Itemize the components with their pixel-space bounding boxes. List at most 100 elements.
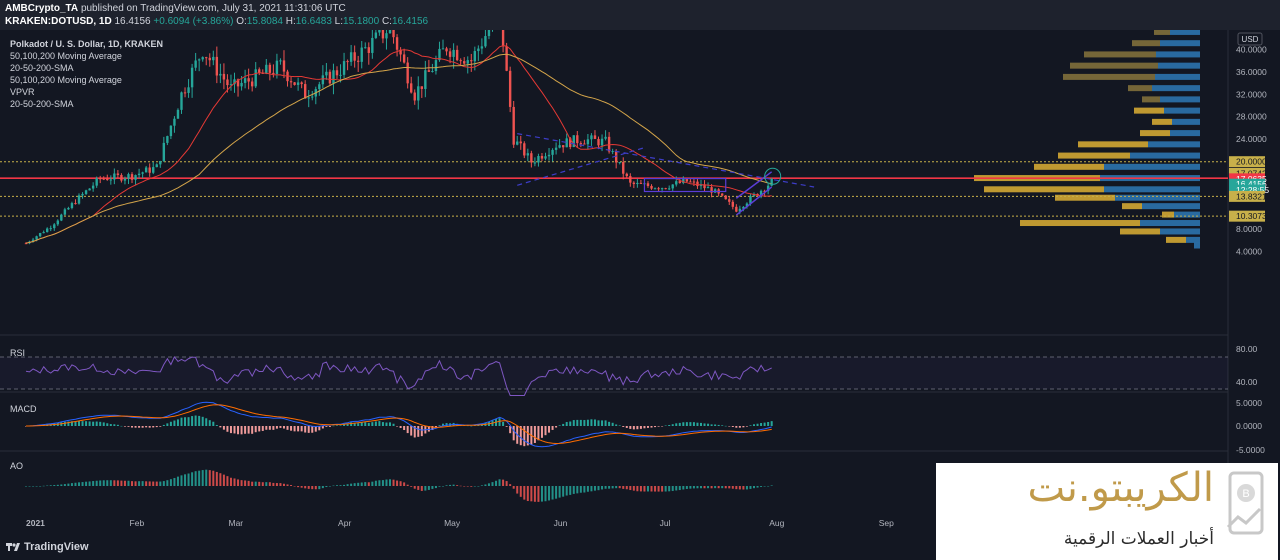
candle-body (102, 178, 105, 180)
legend-ma-1[interactable]: 50,100,200 Moving Average (10, 51, 122, 61)
candle-body (215, 56, 219, 76)
candle-body (470, 60, 473, 62)
ao-bar (654, 486, 657, 492)
candle-body (342, 61, 346, 75)
macd-histogram-bar (406, 426, 409, 434)
macd-histogram-bar (215, 425, 218, 426)
vpvr-bar-gold (1120, 228, 1160, 235)
ao-bar (689, 486, 692, 489)
macd-histogram-bar (540, 426, 543, 438)
macd-label[interactable]: MACD (10, 404, 37, 414)
candle-body (60, 214, 63, 221)
candle-body (148, 167, 151, 173)
candle-body (452, 49, 455, 57)
candle-body (201, 57, 204, 60)
macd-histogram-bar (123, 426, 126, 427)
ao-bar (657, 486, 660, 492)
macd-histogram-bar (166, 423, 169, 426)
candle-body (537, 155, 540, 163)
ao-bar (208, 470, 211, 486)
ao-bar (753, 486, 756, 489)
ao-bar (618, 486, 621, 489)
candle-body (353, 52, 356, 61)
legend-symbol[interactable]: Polkadot / U. S. Dollar, 1D, KRAKEN (10, 39, 164, 49)
ao-bar (56, 484, 59, 486)
macd-histogram-bar (70, 421, 73, 426)
macd-histogram-bar (233, 426, 236, 434)
ao-bar (162, 481, 165, 486)
macd-histogram-bar (229, 426, 232, 434)
candle-body (74, 203, 77, 205)
ao-bar (201, 470, 204, 486)
candle-body (53, 224, 56, 229)
author-name[interactable]: AMBCrypto_TA (5, 3, 79, 14)
site-watermark: الكريبتو.نت أخبار العملات الرقمية B (936, 463, 1278, 560)
macd-histogram-bar (191, 416, 194, 426)
macd-histogram-bar (194, 415, 197, 426)
candle-body (328, 71, 332, 84)
candle-body (625, 173, 628, 177)
ao-bar (410, 486, 413, 487)
ao-bar (155, 481, 158, 486)
macd-histogram-bar (374, 421, 377, 426)
ao-bar (325, 486, 328, 488)
vpvr-bar-gold (1128, 85, 1152, 92)
signal-line (26, 404, 772, 445)
ao-bar (509, 484, 512, 486)
ao-bar (233, 478, 236, 486)
symbol-line: KRAKEN:DOTUSD, 1D 16.4156 +0.6094 (+3.86… (5, 15, 428, 28)
ao-bar (710, 486, 713, 489)
ao-bar (293, 486, 296, 487)
macd-histogram-bar (427, 426, 430, 432)
macd-histogram-bar (261, 426, 264, 431)
candle-body (169, 125, 173, 137)
candle-body (254, 69, 257, 87)
candle-body (431, 71, 434, 73)
vpvr-bar-gold (1132, 40, 1160, 47)
macd-histogram-bar (760, 423, 763, 426)
candle-body (272, 72, 275, 74)
candle-body (399, 49, 402, 55)
legend-sma-2[interactable]: 20-50-200-SMA (10, 99, 74, 109)
ao-bar (611, 486, 614, 489)
candle-body (296, 82, 300, 85)
macd-histogram-bar (767, 422, 770, 426)
ao-bar (470, 486, 473, 487)
candle-body (650, 185, 653, 189)
macd-histogram-bar (745, 426, 748, 427)
candle-body (516, 141, 519, 145)
vpvr-bar-blue (1160, 40, 1200, 47)
legend-ma-2[interactable]: 50,100,200 Moving Average (10, 75, 122, 85)
vpvr-bar-blue (1104, 163, 1200, 170)
rsi-label[interactable]: RSI (10, 348, 26, 358)
ao-bar (297, 486, 300, 488)
candle-body (572, 135, 575, 147)
macd-histogram-bar (583, 420, 586, 426)
candle-body (229, 84, 233, 86)
macd-histogram-bar (622, 426, 625, 427)
candle-body (611, 151, 614, 153)
candle-body (657, 188, 660, 190)
candle-body (176, 109, 180, 119)
ao-bar (378, 480, 381, 486)
macd-histogram-bar (81, 421, 84, 426)
tradingview-logo[interactable]: TradingView (6, 541, 89, 553)
macd-histogram-bar (187, 417, 190, 426)
ao-bar (438, 486, 441, 487)
chart-canvas[interactable]: 52.000048.000044.000040.000036.000032.00… (0, 30, 1280, 538)
ao-bar (389, 479, 392, 486)
macd-histogram-bar (328, 426, 331, 427)
legend-vpvr[interactable]: VPVR (10, 87, 35, 97)
ao-bar (445, 485, 448, 486)
ao-bar (424, 486, 427, 491)
candle-body (703, 184, 706, 189)
legend-sma-1[interactable]: 20-50-200-SMA (10, 63, 74, 73)
macd-histogram-bar (703, 423, 706, 426)
macd-histogram-bar (509, 426, 512, 434)
candle-body (480, 46, 484, 49)
ao-label[interactable]: AO (10, 461, 24, 471)
time-tick-label: Jul (660, 518, 671, 528)
vpvr-bar-gold (1122, 203, 1142, 210)
candle-body (318, 84, 321, 90)
macd-histogram-bar (657, 426, 660, 427)
